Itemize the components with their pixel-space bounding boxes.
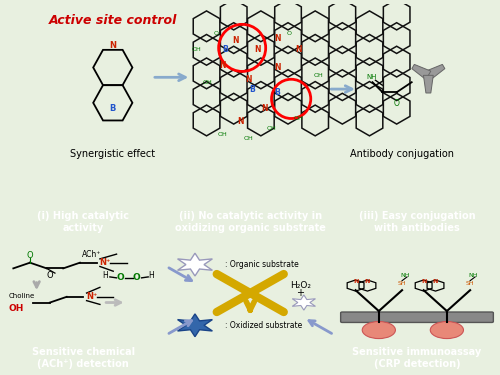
Text: OH: OH: [8, 304, 24, 313]
Text: B: B: [274, 87, 280, 96]
Text: N: N: [254, 45, 261, 54]
Text: Sensitive immunoassay
(CRP detection): Sensitive immunoassay (CRP detection): [352, 347, 482, 369]
Polygon shape: [178, 314, 212, 337]
Polygon shape: [178, 253, 212, 276]
Text: B: B: [222, 45, 228, 54]
Text: OH: OH: [191, 47, 201, 53]
Text: : Oxidized substrate: : Oxidized substrate: [225, 321, 302, 330]
Text: O: O: [132, 273, 140, 282]
Text: N: N: [353, 279, 358, 284]
Text: Antibody conjugation: Antibody conjugation: [350, 149, 454, 159]
Polygon shape: [424, 75, 434, 93]
Text: (i) High catalytic
activity: (i) High catalytic activity: [37, 211, 129, 233]
Text: N: N: [220, 61, 226, 70]
Ellipse shape: [430, 321, 464, 339]
Text: NH: NH: [366, 74, 377, 80]
Text: SH: SH: [398, 281, 406, 286]
Text: N: N: [274, 34, 280, 43]
Text: O: O: [26, 251, 34, 260]
Text: OH: OH: [314, 73, 324, 78]
Text: N⁺: N⁺: [99, 258, 110, 267]
Text: N: N: [274, 63, 280, 72]
Polygon shape: [426, 64, 445, 80]
Polygon shape: [412, 64, 431, 80]
Text: Choline: Choline: [8, 293, 34, 299]
Text: (ii) No catalytic activity in
oxidizing organic substrate: (ii) No catalytic activity in oxidizing …: [175, 211, 326, 233]
Text: N: N: [296, 45, 302, 54]
Text: OH: OH: [266, 126, 276, 131]
Text: OH: OH: [203, 80, 212, 85]
Text: (iii) Easy conjugation
with antibodies: (iii) Easy conjugation with antibodies: [358, 211, 476, 233]
Text: N: N: [433, 279, 438, 284]
Text: N: N: [232, 36, 238, 45]
Text: O: O: [213, 31, 218, 36]
Text: Active site control: Active site control: [48, 14, 177, 27]
Text: N: N: [421, 279, 426, 284]
Text: O: O: [116, 273, 124, 282]
Text: ACh⁺: ACh⁺: [82, 250, 102, 259]
Text: N: N: [365, 279, 370, 284]
Text: H: H: [148, 272, 154, 280]
Text: OH: OH: [294, 116, 304, 121]
Text: O: O: [46, 272, 54, 280]
Text: N: N: [110, 41, 116, 50]
Text: H: H: [102, 272, 108, 280]
Text: B: B: [110, 104, 116, 113]
Text: B: B: [249, 85, 255, 94]
Text: N: N: [262, 104, 268, 113]
Text: NH: NH: [400, 273, 410, 278]
Text: SH: SH: [466, 281, 474, 286]
Ellipse shape: [362, 321, 396, 339]
Text: O: O: [286, 31, 292, 36]
Text: : Organic substrate: : Organic substrate: [225, 260, 299, 269]
Text: OH: OH: [218, 132, 228, 137]
Text: N⁺: N⁺: [86, 292, 98, 302]
Text: O: O: [394, 99, 400, 108]
Text: N: N: [237, 117, 244, 126]
Text: +: +: [296, 288, 304, 298]
FancyBboxPatch shape: [340, 312, 494, 322]
Text: Sensitive chemical
(ACh⁺) detection: Sensitive chemical (ACh⁺) detection: [32, 347, 135, 369]
Polygon shape: [292, 295, 316, 310]
Text: H₂O₂: H₂O₂: [290, 281, 311, 290]
Text: N: N: [245, 75, 252, 84]
Text: NH: NH: [468, 273, 478, 278]
Text: Synergistic effect: Synergistic effect: [70, 149, 156, 159]
Text: OH: OH: [243, 136, 253, 141]
